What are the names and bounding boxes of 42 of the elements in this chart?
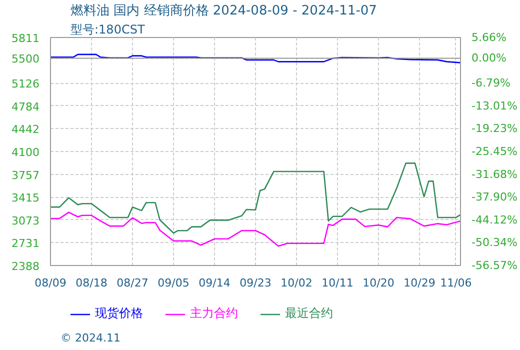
x-tick-label: 08/27 (116, 276, 148, 290)
line-series (50, 54, 460, 64)
y2-tick-label: -6.79% (472, 76, 510, 90)
line-series (50, 212, 460, 247)
x-tick-label: 09/14 (198, 276, 230, 290)
y2-tick-label: -37.90% (472, 190, 518, 204)
x-tick-label: 09/05 (158, 276, 190, 290)
x-tick-label: 08/18 (76, 276, 108, 290)
y-tick-label: 5811 (12, 32, 40, 45)
x-tick-label: 09/23 (240, 276, 272, 290)
x-tick-label: 10/11 (322, 276, 354, 290)
y-tick-label: 5500 (12, 52, 40, 66)
line-series (50, 162, 460, 234)
legend-label: 主力合约 (190, 305, 238, 322)
y2-tick-label: -13.01% (472, 99, 518, 112)
y-tick-label: 2731 (12, 237, 40, 250)
y2-tick-label: -19.23% (472, 122, 518, 136)
y-tick-label: 4784 (12, 100, 40, 114)
chart-title: 燃料油 国内 经销商价格 2024-08-09 - 2024-11-07 (70, 4, 377, 18)
legend-label: 最近合约 (285, 305, 333, 322)
x-tick-label: 10/29 (404, 276, 436, 290)
y-tick-label: 3757 (12, 168, 40, 182)
y-tick-label: 3073 (12, 214, 40, 228)
text: © 2024.11 (60, 332, 120, 344)
y2-tick-label: 0.00% (472, 52, 506, 65)
y2-tick-label: -50.34% (472, 236, 518, 250)
x-tick-label: 10/02 (280, 276, 312, 290)
chart-subtitle: 型号:180CST (70, 22, 146, 36)
y-tick-label: 2388 (12, 260, 40, 273)
y-tick-label: 3415 (12, 192, 40, 205)
x-tick-label: 08/09 (34, 276, 66, 290)
x-tick-label: 11/06 (440, 276, 472, 290)
y2-tick-label: -44.12% (472, 213, 518, 226)
y2-tick-label: -31.68% (472, 168, 518, 181)
legend-label: 现货价格 (95, 305, 143, 322)
y-tick-label: 5126 (12, 78, 40, 91)
y2-tick-label: 5.66% (472, 31, 506, 44)
y-tick-label: 4100 (12, 146, 40, 159)
y2-tick-label: -56.57% (472, 259, 518, 272)
y2-tick-label: -25.45% (472, 144, 518, 158)
x-tick-label: 10/20 (362, 276, 394, 290)
y-tick-label: 4442 (12, 123, 40, 136)
